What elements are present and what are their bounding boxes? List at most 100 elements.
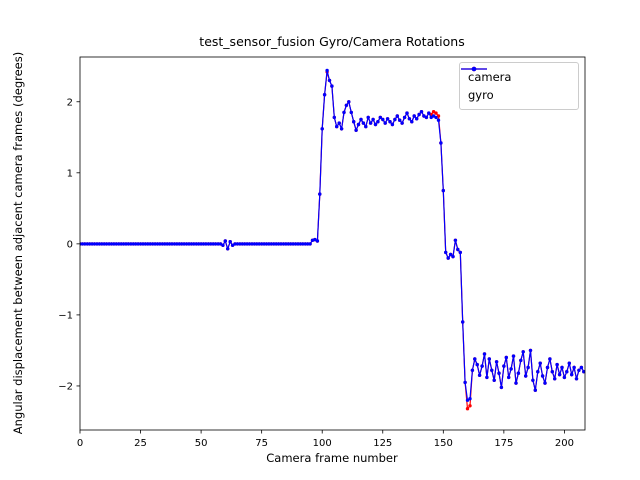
gyro-marker (470, 368, 475, 372)
gyro-marker (548, 357, 552, 361)
gyro-marker (335, 124, 339, 129)
gyro-marker (540, 374, 545, 378)
gyro-marker (228, 240, 232, 244)
gyro-marker (330, 84, 334, 88)
gyro-marker (475, 362, 479, 367)
gyro-marker (553, 377, 557, 381)
gyro-marker (461, 320, 465, 324)
gyro-marker (368, 121, 373, 125)
gyro-marker (117, 242, 121, 246)
gyro-marker (313, 237, 317, 242)
gyro-marker (153, 242, 157, 246)
camera-marker (465, 407, 470, 411)
gyro-marker (364, 124, 368, 129)
gyro-marker (456, 247, 460, 252)
y-axis-label: Angular displacement between adjacent ca… (11, 52, 25, 434)
gyro-marker (301, 242, 305, 246)
gyro-marker (194, 242, 198, 246)
gyro-marker (444, 250, 448, 255)
gyro-marker (138, 242, 143, 246)
axis-ticks: 0 25 50 75 100 125 150 175 200 −2 −1 0 1 2 (58, 97, 574, 449)
gyro-marker (322, 93, 327, 97)
gyro-marker (250, 242, 254, 246)
gyro-marker (499, 385, 504, 390)
gyro-marker (579, 365, 584, 370)
gyro-marker (80, 242, 85, 246)
gyro-marker (577, 368, 581, 372)
x-tick-label: 75 (255, 438, 268, 449)
gyro-marker (238, 242, 242, 246)
gyro-marker (245, 242, 249, 246)
gyro-marker (213, 242, 218, 246)
legend-label: camera (468, 70, 512, 84)
gyro-marker (281, 242, 286, 246)
gyro-marker (482, 352, 487, 356)
gyro-marker (243, 242, 247, 246)
gyro-marker (129, 242, 133, 246)
gyro-marker (260, 242, 264, 246)
gyro-marker (308, 242, 312, 246)
gyro-marker (204, 242, 208, 246)
gyro-marker (344, 103, 349, 108)
gyro-marker (272, 242, 276, 246)
gyro-marker (514, 381, 518, 385)
gyro-marker (415, 117, 419, 121)
gyro-marker (376, 120, 380, 124)
gyro-marker (107, 242, 111, 246)
gyro-marker (124, 242, 128, 246)
gyro-marker (545, 365, 550, 370)
y-tick-label: 1 (67, 168, 73, 179)
gyro-marker (347, 100, 351, 104)
gyro-marker (570, 372, 574, 377)
gyro-marker (146, 242, 150, 246)
gyro-marker (109, 242, 114, 246)
gyro-marker (509, 367, 513, 371)
gyro-marker (327, 78, 332, 83)
gyro-marker (192, 242, 196, 246)
legend-item-gyro: gyro (461, 66, 570, 104)
gyro-marker (524, 374, 528, 378)
gyro-marker (114, 242, 119, 246)
gyro-marker (269, 242, 273, 246)
camera-marker (434, 111, 438, 115)
gyro-marker (543, 381, 547, 385)
gyro-marker (480, 364, 484, 368)
gyro-marker (494, 360, 499, 364)
x-tick-label: 50 (195, 438, 208, 449)
gyro-marker (209, 242, 213, 246)
gyro-marker (257, 242, 261, 246)
gyro-marker (441, 188, 445, 193)
gyro-marker (141, 242, 145, 246)
gyro-marker (315, 239, 320, 243)
gyro-marker (233, 242, 237, 246)
gyro-marker (526, 365, 530, 370)
gyro-marker (264, 242, 269, 246)
gyro-marker (83, 242, 87, 246)
gyro-marker (451, 254, 455, 259)
y-tick-label: −1 (58, 310, 73, 321)
gyro-marker (291, 242, 295, 246)
gyro-marker (201, 242, 206, 246)
gyro-marker (284, 242, 288, 246)
gyro-marker (490, 368, 494, 372)
axes-spines (79, 56, 586, 431)
gyro-marker (550, 370, 554, 374)
gyro-marker (182, 242, 186, 246)
gyro-marker (240, 242, 244, 246)
gyro-marker (187, 242, 191, 246)
gyro-marker (262, 242, 266, 246)
x-tick-label: 175 (494, 438, 513, 449)
gyro-marker (366, 115, 370, 120)
x-tick-label: 125 (373, 438, 392, 449)
gyro-marker (485, 375, 489, 380)
gyro-marker (151, 242, 155, 246)
gyro-marker (267, 242, 271, 246)
gyro-marker (92, 242, 97, 246)
gyro-marker (155, 242, 160, 246)
gyro-marker (112, 242, 116, 246)
gyro-marker (134, 242, 138, 246)
gyro-marker (446, 256, 450, 260)
gyro-marker (417, 112, 421, 117)
gyro-marker (507, 375, 511, 380)
gyro-marker (352, 120, 356, 124)
